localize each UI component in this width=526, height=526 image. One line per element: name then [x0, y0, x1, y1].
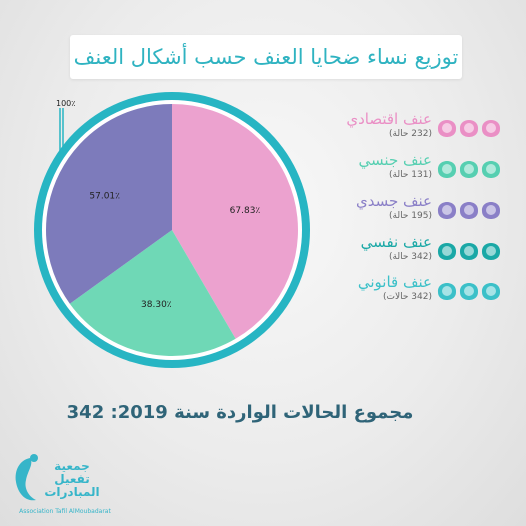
- association-logo: جمعية تفعيل المبادرات Association Tafil …: [10, 452, 120, 522]
- woman-figure-icon: [437, 120, 501, 137]
- total-cases: مجموع الحالات الواردة سنة 2019: 342: [66, 402, 414, 423]
- logo-line3: المبادرات: [44, 485, 100, 499]
- logo-line1: جمعية: [54, 459, 90, 473]
- legend-item-sexual: عنف جنسي (131 حالة): [330, 151, 502, 187]
- woman-figure-icon: [437, 283, 501, 300]
- legend-name: عنف اقتصادي: [346, 110, 432, 128]
- outer-label: 100٪: [56, 99, 76, 108]
- legend-count: (342 حالات): [383, 292, 432, 302]
- legend-count: (232 حالة): [389, 129, 432, 139]
- legend-name: عنف جسدي: [355, 192, 432, 210]
- pie-slice-1: [69, 230, 236, 357]
- legend-count: (131 حالة): [389, 170, 432, 180]
- legend-item-legal: عنف قانوني (342 حالات): [330, 273, 502, 309]
- woman-figure-icon: [437, 202, 501, 219]
- pie-slice-0: [172, 104, 299, 339]
- woman-figure-icon: [437, 161, 501, 178]
- legend-item-psychological: عنف نفسي (342 حالة): [330, 233, 502, 269]
- legend-item-economic: عنف اقتصادي (232 حالة): [330, 110, 502, 146]
- woman-figure-icon: [437, 243, 501, 260]
- pie-slice-label-1: 38.30٪: [141, 300, 172, 310]
- pie-slice-2: [45, 104, 172, 304]
- outer-label-leader: [59, 108, 64, 158]
- legend-item-physical: عنف جسدي (195 حالة): [330, 192, 502, 228]
- logo-mark-icon: [15, 454, 38, 501]
- logo-subtitle: Association Tafil AlMoubadarat: [19, 508, 111, 515]
- legend-name: عنف نفسي: [360, 233, 432, 251]
- pie-slice-label-0: 67.83٪: [230, 206, 261, 216]
- legend-count: (195 حالة): [389, 211, 432, 221]
- legend-count: (342 حالة): [389, 252, 432, 262]
- chart-title-text: توزيع نساء ضحايا العنف حسب أشكال العنف: [73, 45, 459, 69]
- logo-line2: تفعيل: [54, 472, 90, 486]
- legend-name: عنف قانوني: [357, 273, 432, 291]
- pie-slice-label-2: 57.01٪: [89, 192, 120, 202]
- legend-name: عنف جنسي: [358, 151, 432, 169]
- chart-title: توزيع نساء ضحايا العنف حسب أشكال العنف: [70, 35, 462, 79]
